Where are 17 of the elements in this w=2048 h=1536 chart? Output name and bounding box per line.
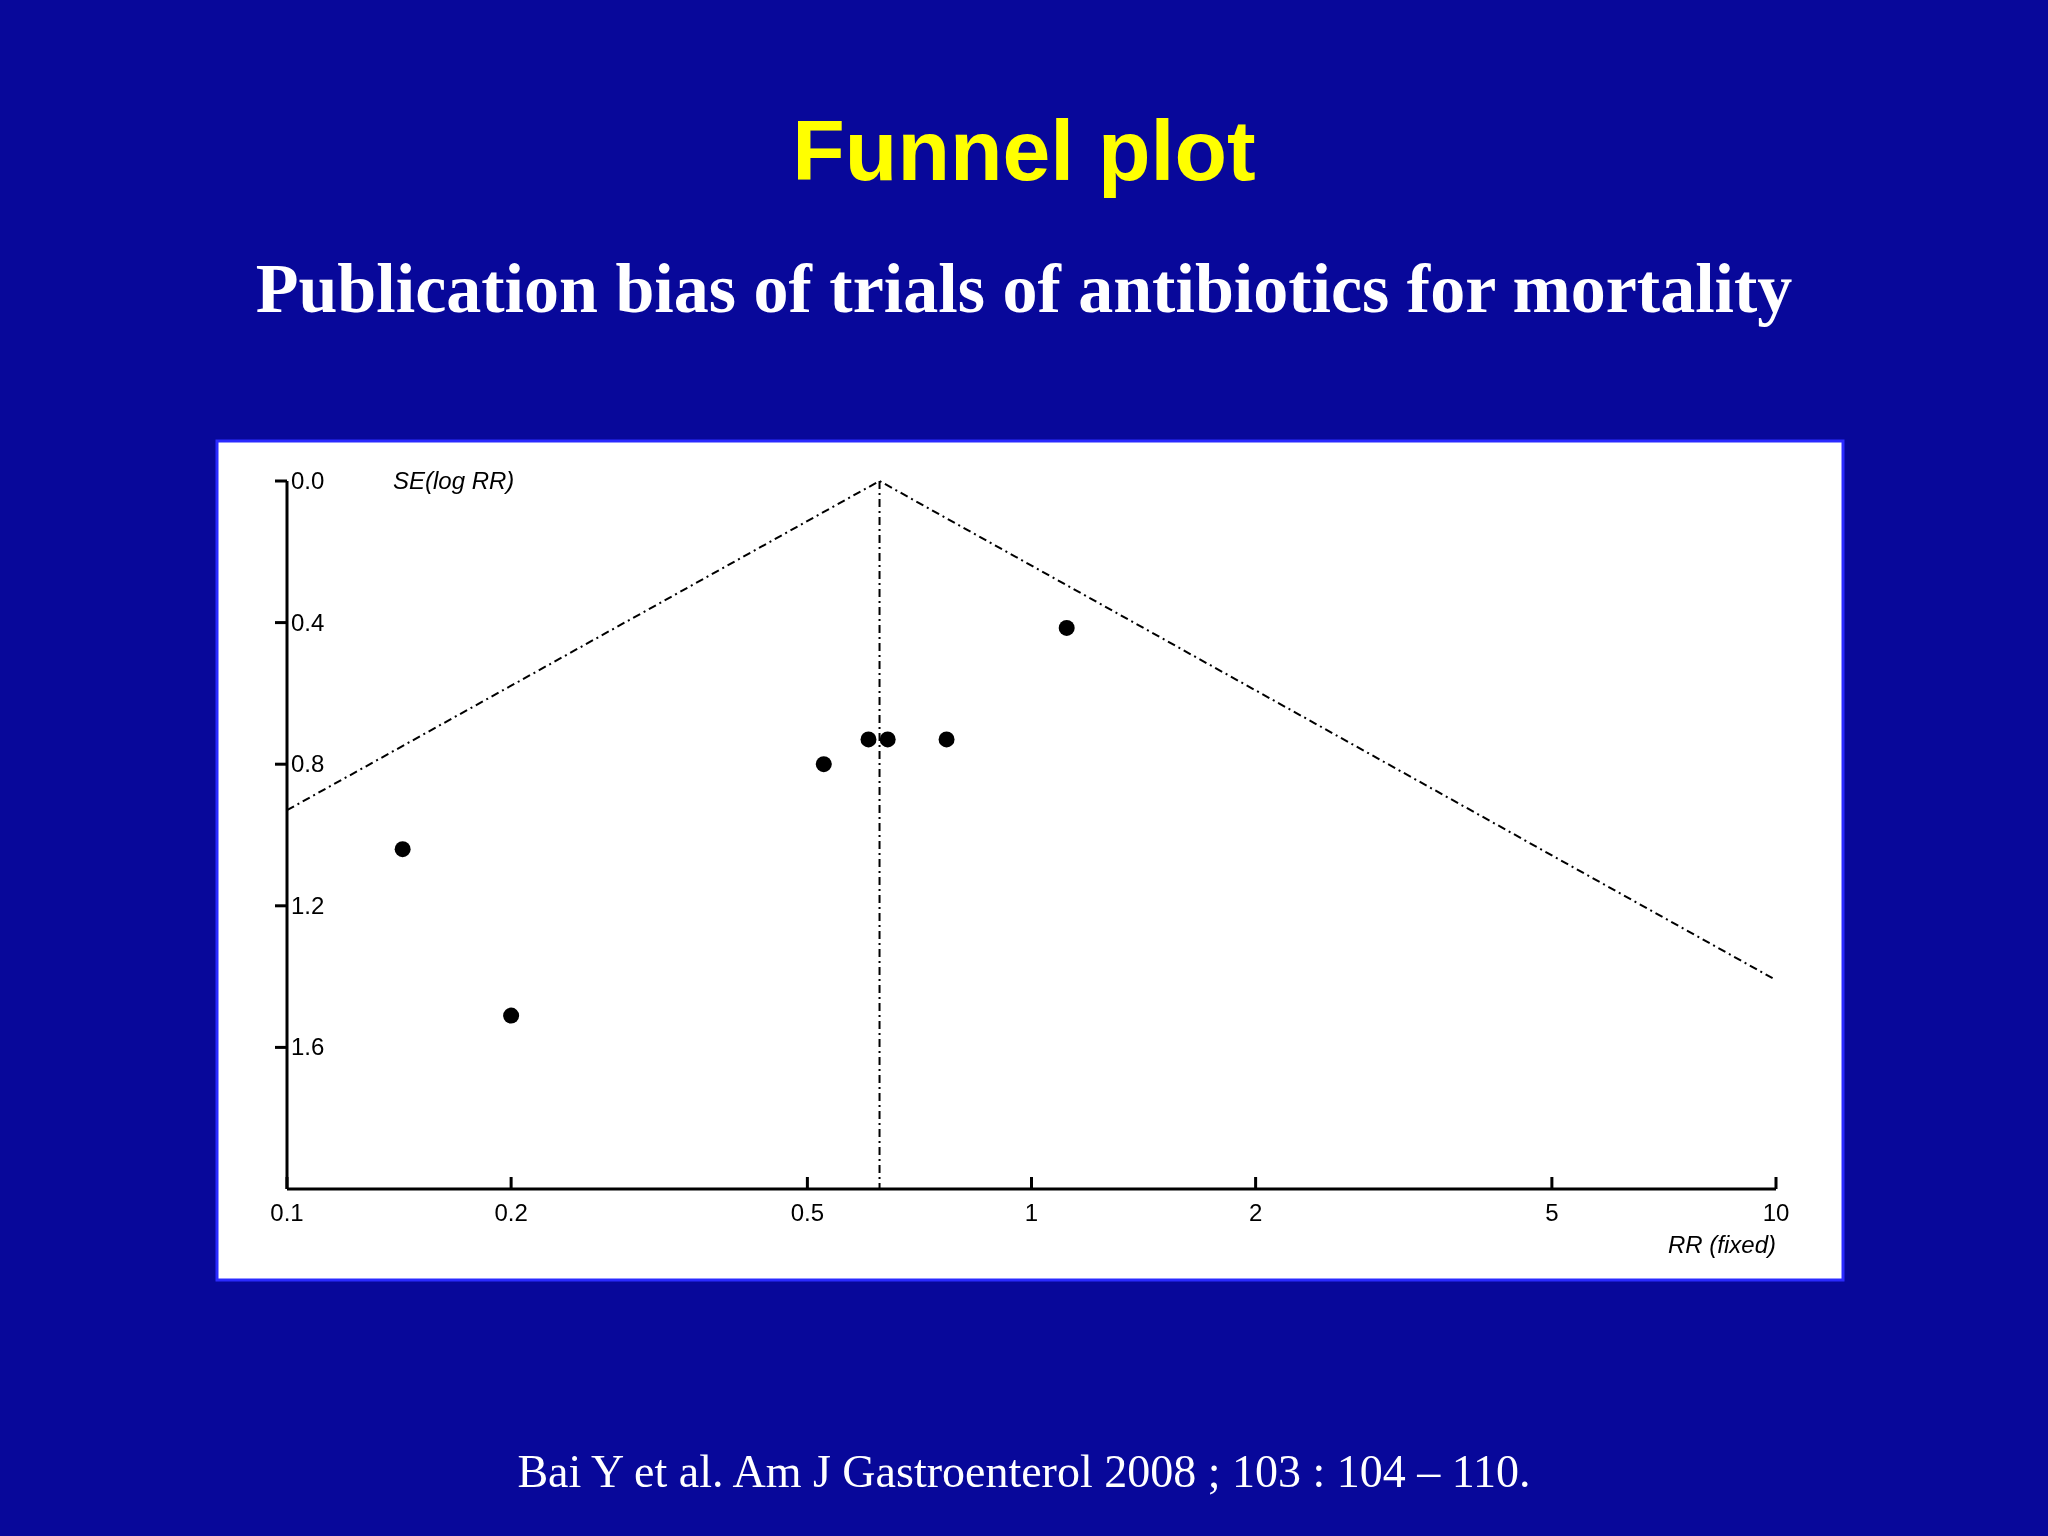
x-tick-label: 0.2 (494, 1199, 528, 1226)
text: Bai Y et al. Am J Gastroenterol 2008 ; 103 : 104 – 110. (517, 1446, 1531, 1497)
x-tick-label: 1 (1024, 1199, 1039, 1226)
x-tick-label: 10 (1762, 1199, 1790, 1226)
y-tick-label: 0.8 (291, 750, 325, 778)
y-tick-label: 0.0 (291, 467, 325, 494)
y-tick-label: 1.6 (291, 1033, 325, 1061)
chart-subtitle: Publication bias of trials of antibiotics for mortality (255, 250, 1793, 327)
chart-title: Funnel plot (792, 102, 1256, 198)
y-tick-label: 0.4 (291, 608, 325, 636)
x-tick-label: 0.5 (790, 1199, 825, 1226)
y-tick-label: 1.2 (291, 891, 325, 919)
x-tick-label: 2 (1248, 1199, 1263, 1226)
y-axis-title: SE(log RR) (393, 467, 515, 494)
x-tick-label: 0.1 (270, 1199, 304, 1226)
x-axis-title: RR (fixed) (1667, 1231, 1776, 1258)
x-tick-label: 5 (1545, 1199, 1559, 1226)
